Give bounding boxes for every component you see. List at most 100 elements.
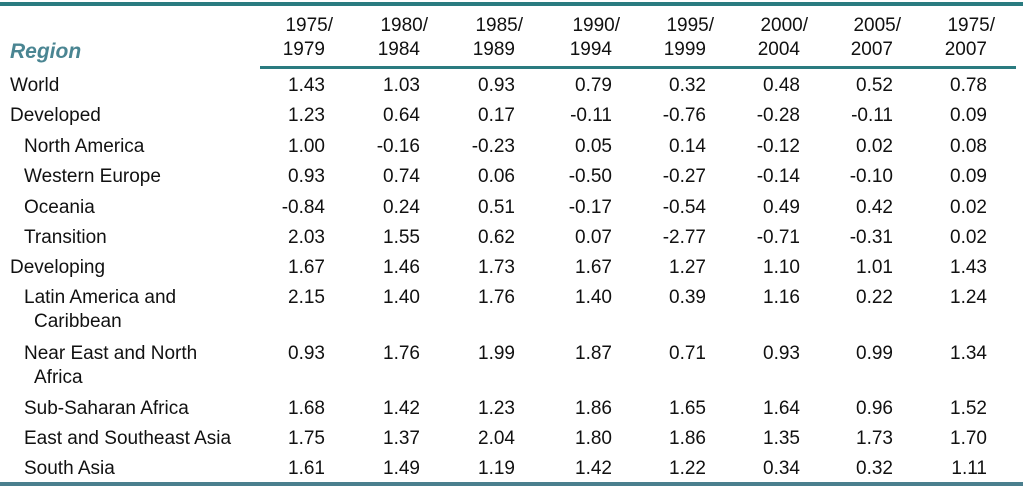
column-header-line: 2007 <box>944 39 987 60</box>
table-cell: 0.02 <box>856 136 893 157</box>
table-cell: -0.31 <box>849 227 893 248</box>
table-cell: -0.54 <box>662 197 706 218</box>
column-header: 1990/1994 <box>530 14 620 62</box>
table-cell: 1.86 <box>669 428 706 449</box>
column-header-line: 1979 <box>282 39 325 60</box>
table-cell: 1.16 <box>763 287 800 308</box>
table-cell: 0.93 <box>288 343 325 364</box>
table-cell: -0.84 <box>281 197 325 218</box>
column-header-line: 1994 <box>569 39 612 60</box>
table-cell: 0.48 <box>763 75 800 96</box>
table-cell: -0.11 <box>570 105 612 126</box>
column-header-line: 2007 <box>850 39 893 60</box>
table-cell: 1.42 <box>575 458 612 479</box>
table-cell: 1.64 <box>763 398 800 419</box>
table-cell: 0.32 <box>669 75 706 96</box>
table-cell: -0.17 <box>568 197 612 218</box>
table-cell: 0.74 <box>383 166 420 187</box>
region-name: South Asia <box>24 458 115 479</box>
table-cell: 0.24 <box>383 197 420 218</box>
region-label: Sub-Saharan Africa <box>24 397 274 421</box>
column-header-line: 2005/ <box>853 15 901 36</box>
region-label: Developing <box>10 256 260 280</box>
region-label: South Asia <box>24 457 274 481</box>
column-header-line: 1985/ <box>475 15 523 36</box>
table-cell: 1.00 <box>288 136 325 157</box>
column-header: 1995/1999 <box>624 14 714 62</box>
column-header-line: 2000/ <box>760 15 808 36</box>
table-cell: 0.99 <box>856 343 893 364</box>
table-cell: 0.09 <box>950 166 987 187</box>
region-label: Oceania <box>24 196 274 220</box>
bottom-rule <box>0 482 1023 486</box>
table-cell: 1.70 <box>950 428 987 449</box>
top-rule <box>0 2 1023 6</box>
table-cell: 1.46 <box>383 257 420 278</box>
table-cell: 1.61 <box>288 458 325 479</box>
table-cell: 2.03 <box>288 227 325 248</box>
region-label: Transition <box>24 226 274 250</box>
column-header: 2000/2004 <box>718 14 808 62</box>
table-cell: 1.99 <box>478 343 515 364</box>
region-label: Near East and North Africa <box>24 342 274 390</box>
table-cell: 1.42 <box>383 398 420 419</box>
table-cell: 1.76 <box>478 287 515 308</box>
column-header-line: 1975/ <box>285 15 333 36</box>
table-cell: 1.40 <box>575 287 612 308</box>
table-cell: 0.08 <box>950 136 987 157</box>
table-cell: 1.27 <box>669 257 706 278</box>
column-header-line: 1990/ <box>572 15 620 36</box>
table-cell: 1.23 <box>288 105 325 126</box>
table-cell: 1.19 <box>478 458 515 479</box>
table-cell: 0.09 <box>950 105 987 126</box>
table-cell: 0.71 <box>669 343 706 364</box>
region-name: North America <box>24 136 145 157</box>
column-header-line: 1989 <box>472 39 515 60</box>
table-cell: 1.11 <box>951 458 987 479</box>
table-cell: 1.43 <box>288 75 325 96</box>
table-cell: 1.37 <box>383 428 420 449</box>
column-header-line: 1995/ <box>666 15 714 36</box>
table-cell: 0.05 <box>575 136 612 157</box>
header-rule <box>260 66 1016 69</box>
region-label: Developed <box>10 104 260 128</box>
table-cell: -0.14 <box>756 166 800 187</box>
region-name: Near East and North <box>24 343 198 364</box>
table-cell: 0.79 <box>575 75 612 96</box>
table-cell: 0.62 <box>478 227 515 248</box>
table-cell: -0.12 <box>756 136 800 157</box>
table-cell: 0.93 <box>288 166 325 187</box>
table-cell: 1.87 <box>575 343 612 364</box>
column-header: 1975/1979 <box>243 14 333 62</box>
region-name: Oceania <box>24 197 95 218</box>
table-cell: -0.27 <box>662 166 706 187</box>
table-cell: 1.03 <box>383 75 420 96</box>
table-cell: -0.16 <box>376 136 420 157</box>
column-header-line: 2004 <box>757 39 800 60</box>
table-cell: 2.04 <box>478 428 515 449</box>
table-cell: 1.76 <box>383 343 420 364</box>
table-cell: 0.52 <box>856 75 893 96</box>
table-cell: 0.51 <box>478 197 515 218</box>
table-cell: -2.77 <box>662 227 706 248</box>
table-cell: 0.22 <box>856 287 893 308</box>
column-header-line: 1984 <box>377 39 420 60</box>
table-cell: 0.06 <box>478 166 515 187</box>
table-cell: 1.52 <box>950 398 987 419</box>
region-label: East and Southeast Asia <box>24 427 274 451</box>
table-cell: 0.34 <box>763 458 800 479</box>
table-cell: 0.96 <box>856 398 893 419</box>
table-cell: 2.15 <box>288 287 325 308</box>
table-cell: 1.35 <box>763 428 800 449</box>
table-cell: 0.49 <box>763 197 800 218</box>
table-cell: 0.39 <box>669 287 706 308</box>
table-cell: 0.64 <box>383 105 420 126</box>
region-label: North America <box>24 135 274 159</box>
table-cell: 1.73 <box>856 428 893 449</box>
table-cell: 1.80 <box>575 428 612 449</box>
table-cell: 0.17 <box>478 105 515 126</box>
table-cell: -0.50 <box>568 166 612 187</box>
table-cell: 1.40 <box>383 287 420 308</box>
column-header-line: 1999 <box>663 39 706 60</box>
table-cell: 1.22 <box>669 458 706 479</box>
